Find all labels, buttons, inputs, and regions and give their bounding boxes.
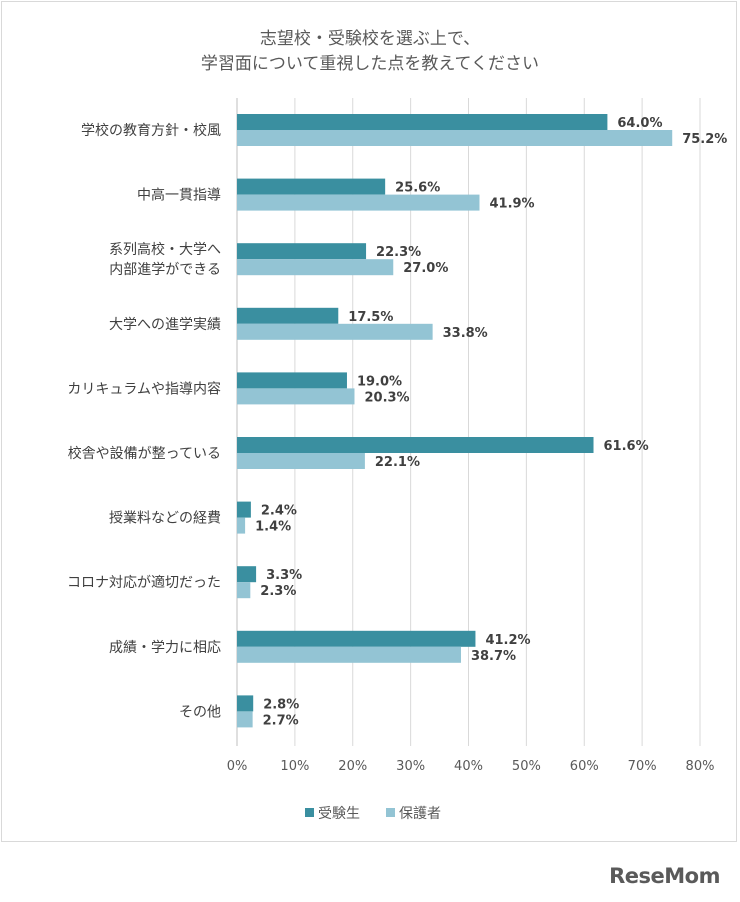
- data-label: 22.3%: [376, 245, 421, 260]
- x-tick-label: 0%: [227, 759, 248, 774]
- data-label: 3.3%: [266, 568, 302, 583]
- bar-parent: [237, 130, 673, 146]
- category-label: 内部進学ができる: [109, 262, 221, 278]
- data-label: 33.8%: [443, 326, 488, 341]
- legend-label: 受験生: [318, 806, 360, 822]
- data-label: 41.2%: [485, 633, 530, 648]
- category-label: その他: [179, 704, 221, 720]
- chart-title: 志望校・受験校を選ぶ上で、学習面について重視した点を教えてください: [201, 29, 539, 74]
- data-label: 25.6%: [395, 181, 440, 196]
- bar-student: [237, 178, 386, 195]
- data-label: 1.4%: [255, 520, 291, 535]
- category-label: 校舎や設備が整っている: [68, 445, 221, 462]
- data-label: 61.6%: [604, 439, 649, 454]
- x-tick-label: 30%: [396, 759, 425, 774]
- bar-parent: [237, 582, 251, 599]
- bar-parent: [237, 711, 253, 728]
- x-tick-labels: 0% 10% 20% 30% 40% 50% 60% 70% 80%: [227, 759, 715, 774]
- category-label: 大学への進学実績: [109, 317, 221, 333]
- chart-title-line: 志望校・受験校を選ぶ上で、: [260, 29, 480, 49]
- category-label: 系列高校・大学へ: [109, 241, 221, 258]
- data-label: 19.0%: [357, 374, 402, 389]
- bar-student: [237, 114, 608, 130]
- category-label: 成績・学力に相応: [109, 640, 221, 656]
- category-label: 学校の教育方針・校風: [81, 122, 221, 139]
- bar-parent: [237, 323, 433, 340]
- data-label: 2.3%: [260, 584, 296, 599]
- legend-swatch: [305, 808, 314, 817]
- bar-student: [237, 307, 339, 324]
- data-label: 20.3%: [364, 390, 409, 405]
- x-tick-label: 50%: [512, 759, 541, 774]
- legend: 受験生 保護者: [305, 806, 441, 822]
- bar-parent: [237, 646, 461, 663]
- legend-swatch: [386, 808, 395, 817]
- bar-student: [237, 630, 476, 647]
- bar-parent: [237, 194, 480, 211]
- bar-student: [237, 243, 367, 260]
- category-label: コロナ対応が適切だった: [67, 574, 221, 591]
- x-tick-label: 80%: [686, 759, 715, 774]
- x-tick-label: 60%: [570, 759, 599, 774]
- data-label: 2.8%: [263, 697, 299, 712]
- x-tick-label: 10%: [280, 759, 309, 774]
- bar-parent: [237, 259, 394, 276]
- data-label: 38.7%: [471, 649, 516, 664]
- bar-student: [237, 437, 594, 453]
- category-label: 授業料などの経費: [109, 511, 221, 527]
- legend-label: 保護者: [399, 806, 441, 822]
- data-label: 2.4%: [261, 504, 297, 519]
- data-label: 27.0%: [403, 261, 448, 276]
- x-tick-label: 20%: [338, 759, 367, 774]
- data-label: 75.2%: [682, 132, 727, 147]
- bar-student: [237, 372, 347, 389]
- data-label: 64.0%: [617, 116, 662, 131]
- category-label: カリキュラムや指導内容: [67, 380, 221, 397]
- category-labels: 学校の教育方針・校風中高一貫指導系列高校・大学へ内部進学ができる大学への進学実績…: [67, 122, 221, 720]
- x-tick-label: 70%: [628, 759, 657, 774]
- bar-student: [237, 695, 254, 712]
- bar-student: [237, 501, 251, 518]
- bars: 64.0% 75.2% 25.6% 41.9% 22.3%27.0% 17.5% 33.8%…: [237, 114, 727, 728]
- data-label: 22.1%: [375, 455, 420, 470]
- bar-parent: [237, 388, 355, 405]
- resemom-logo: ReseMom: [609, 864, 720, 888]
- bar-parent: [237, 517, 246, 534]
- data-label: 17.5%: [348, 310, 393, 325]
- data-label: 41.9%: [489, 197, 534, 212]
- x-tick-label: 40%: [454, 759, 483, 774]
- bar-parent: [237, 453, 365, 469]
- chart-title-line: 学習面について重視した点を教えてください: [201, 54, 539, 74]
- bar-student: [237, 566, 257, 583]
- bar-chart: 志望校・受験校を選ぶ上で、学習面について重視した点を教えてください 64.0% 7…: [67, 29, 727, 822]
- data-label: 2.7%: [263, 713, 299, 728]
- category-label: 中高一貫指導: [137, 187, 221, 204]
